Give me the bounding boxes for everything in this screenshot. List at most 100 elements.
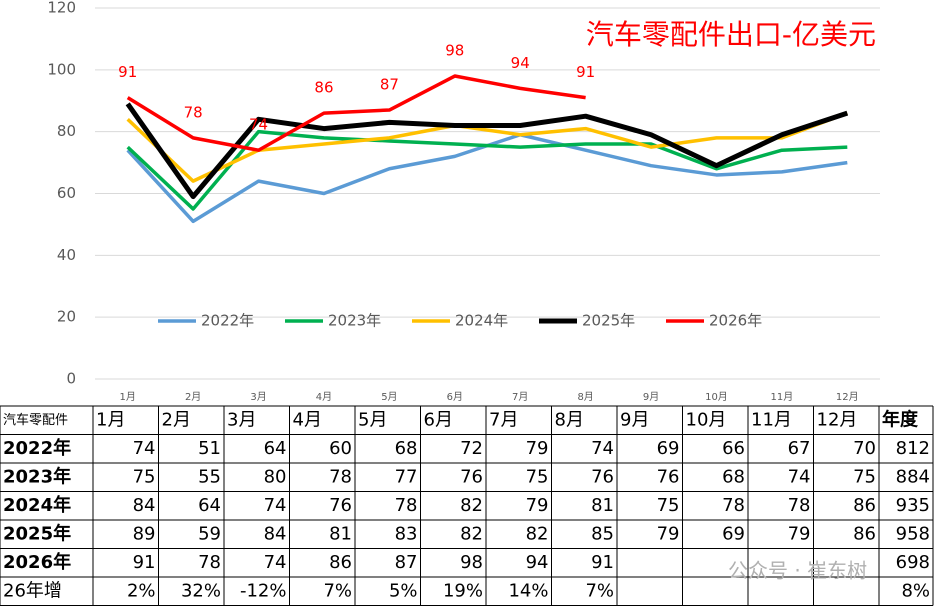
table-header: 6月 bbox=[424, 409, 453, 430]
table-cell: 74 bbox=[264, 495, 287, 516]
table-cell: 60 bbox=[329, 438, 352, 459]
table-total: 958 bbox=[896, 523, 930, 544]
series-line bbox=[126, 111, 848, 183]
series-line bbox=[125, 102, 849, 200]
x-tick-label: 9月 bbox=[643, 391, 659, 403]
table-cell: 91 bbox=[133, 552, 156, 573]
table-cell: 74 bbox=[788, 466, 811, 487]
x-tick-label: 11月 bbox=[771, 391, 794, 403]
table-cell: 81 bbox=[591, 495, 614, 516]
x-tick-label: 12月 bbox=[836, 391, 859, 403]
row-label: 2025年 bbox=[3, 522, 71, 544]
table-cell: 79 bbox=[788, 523, 811, 544]
table-cell: 51 bbox=[198, 438, 221, 459]
x-tick-label: 5月 bbox=[381, 391, 397, 403]
table-cell: 76 bbox=[657, 466, 680, 487]
table-cell: 32% bbox=[181, 580, 221, 601]
table-cell: 7% bbox=[585, 580, 614, 601]
table-cell: 91 bbox=[591, 552, 614, 573]
watermark: 公众号 · 崔东树 bbox=[728, 559, 867, 583]
data-label: 78 bbox=[184, 103, 203, 121]
table-cell: 68 bbox=[395, 438, 418, 459]
table-cell: 78 bbox=[198, 552, 221, 573]
table-cell: 5% bbox=[389, 580, 418, 601]
data-label: 74 bbox=[249, 116, 268, 134]
x-tick-label: 3月 bbox=[250, 391, 266, 403]
table-cell: 74 bbox=[591, 438, 614, 459]
table-cell: 79 bbox=[526, 495, 549, 516]
table-header: 7月 bbox=[489, 409, 518, 430]
table-cell: 69 bbox=[657, 438, 680, 459]
x-tick-label: 6月 bbox=[447, 391, 463, 403]
table-cell: 75 bbox=[133, 466, 156, 487]
row-label: 2024年 bbox=[3, 494, 71, 516]
table-header: 4月 bbox=[293, 409, 322, 430]
table-header: 12月 bbox=[817, 409, 858, 430]
table-header: 2月 bbox=[162, 409, 191, 430]
y-tick-label: 80 bbox=[57, 122, 76, 140]
table-cell: 72 bbox=[460, 438, 483, 459]
table-cell: 74 bbox=[133, 438, 156, 459]
table-cell: 86 bbox=[853, 523, 876, 544]
data-label: 91 bbox=[576, 63, 595, 81]
table-cell: 66 bbox=[722, 438, 745, 459]
table-header: 5月 bbox=[358, 409, 387, 430]
table-header: 11月 bbox=[751, 409, 792, 430]
row-label: 2022年 bbox=[3, 437, 71, 459]
table-total: 884 bbox=[896, 466, 930, 487]
x-tick-label: 10月 bbox=[705, 391, 728, 403]
table-cell: 86 bbox=[329, 552, 352, 573]
table-corner: 汽车零配件 bbox=[3, 412, 68, 428]
table-total: 812 bbox=[896, 438, 930, 459]
table-cell: 19% bbox=[443, 580, 483, 601]
table-cell: 98 bbox=[460, 552, 483, 573]
table-cell: 75 bbox=[526, 466, 549, 487]
table-cell: 69 bbox=[722, 523, 745, 544]
row-label: 26年增 bbox=[3, 580, 62, 601]
table-header: 8月 bbox=[555, 409, 584, 430]
y-tick-label: 40 bbox=[57, 246, 76, 264]
chart-title: 汽车零配件出口-亿美元 bbox=[586, 18, 876, 51]
table-cell: 87 bbox=[395, 552, 418, 573]
data-label: 87 bbox=[380, 76, 399, 94]
table-cell: 81 bbox=[329, 523, 352, 544]
legend-label: 2025年 bbox=[582, 312, 635, 330]
legend-label: 2026年 bbox=[709, 312, 762, 330]
legend-label: 2022年 bbox=[201, 312, 254, 330]
table-cell: 55 bbox=[198, 466, 221, 487]
table-total: 698 bbox=[896, 552, 930, 573]
table-cell: 84 bbox=[133, 495, 156, 516]
x-tick-label: 4月 bbox=[316, 391, 332, 403]
table-cell: 82 bbox=[526, 523, 549, 544]
table-cell: 14% bbox=[508, 580, 548, 601]
table-cell: 2% bbox=[127, 580, 156, 601]
table-cell: 64 bbox=[264, 438, 287, 459]
data-label: 86 bbox=[314, 79, 333, 97]
table-cell: 76 bbox=[460, 466, 483, 487]
table-cell: 86 bbox=[853, 495, 876, 516]
table-header: 9月 bbox=[620, 409, 649, 430]
y-tick-label: 60 bbox=[57, 184, 76, 202]
table-cell: 59 bbox=[198, 523, 221, 544]
x-tick-label: 8月 bbox=[577, 391, 593, 403]
row-label: 2023年 bbox=[3, 465, 71, 487]
table-cell: 75 bbox=[853, 466, 876, 487]
table-cell: 78 bbox=[788, 495, 811, 516]
table-cell: 70 bbox=[853, 438, 876, 459]
x-tick-label: 7月 bbox=[512, 391, 528, 403]
table-cell: 78 bbox=[329, 466, 352, 487]
table-cell: 74 bbox=[264, 552, 287, 573]
table-cell: 83 bbox=[395, 523, 418, 544]
table-cell: 76 bbox=[329, 495, 352, 516]
table-header: 年度 bbox=[882, 408, 919, 430]
x-tick-label: 1月 bbox=[120, 391, 136, 403]
legend-label: 2023年 bbox=[328, 312, 381, 330]
table-cell: 94 bbox=[526, 552, 549, 573]
table-cell: 79 bbox=[657, 523, 680, 544]
table-cell: 77 bbox=[395, 466, 418, 487]
table-cell: 89 bbox=[133, 523, 156, 544]
x-tick-label: 2月 bbox=[185, 391, 201, 403]
data-label: 91 bbox=[118, 63, 137, 81]
legend-label: 2024年 bbox=[455, 312, 508, 330]
